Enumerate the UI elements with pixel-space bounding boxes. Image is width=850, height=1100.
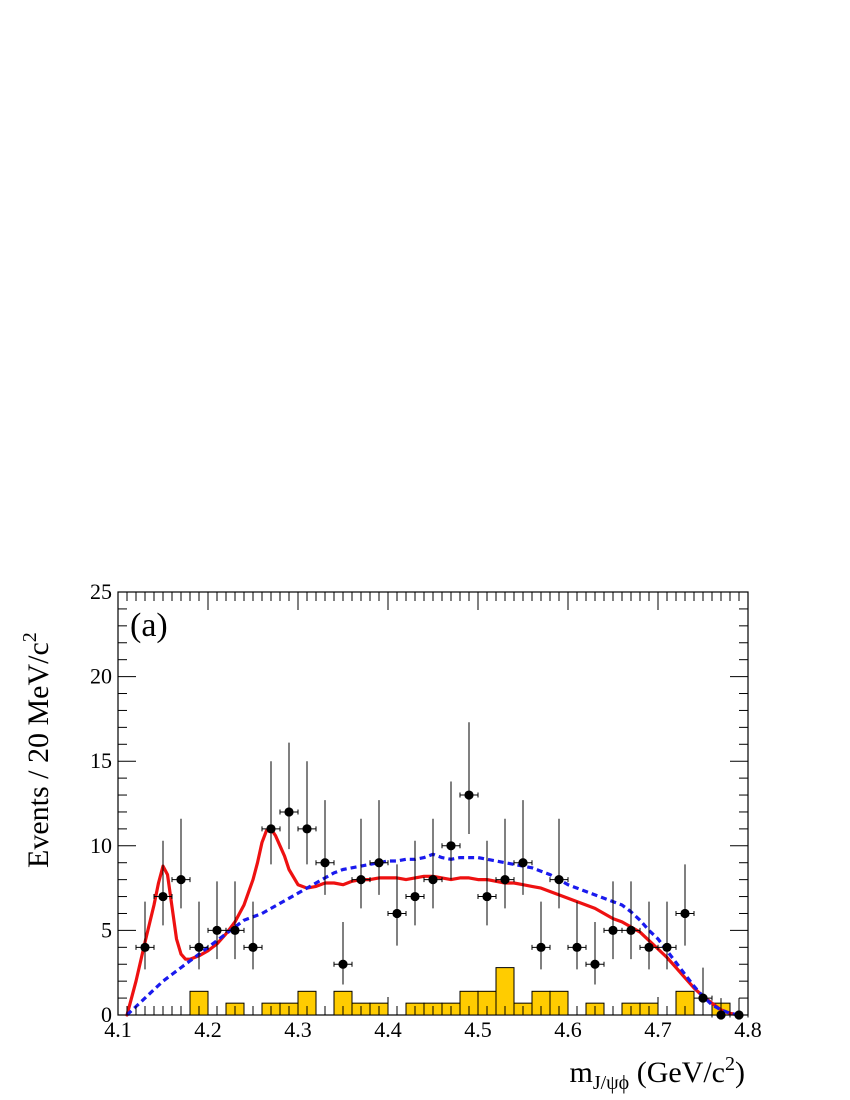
y-tick-label: 5 (101, 917, 112, 942)
data-points (135, 722, 749, 1020)
y-tick-labels: 0 5 10 15 20 25 (90, 579, 112, 1027)
data-point (230, 925, 240, 936)
data-point (518, 858, 528, 868)
data-point (572, 942, 582, 952)
data-point (176, 875, 186, 885)
x-tick-label: 4.4 (374, 1017, 402, 1042)
x-tick-labels: 4.1 4.2 4.3 4.4 4.5 4.6 4.7 4.8 (104, 1017, 762, 1042)
x-axis-title-sub: J/ψϕ (593, 1072, 629, 1094)
y-tick-label: 0 (101, 1002, 112, 1027)
x-tick-label: 4.1 (104, 1017, 132, 1042)
data-point (194, 942, 204, 952)
data-point (446, 841, 456, 851)
x-tick-label: 4.7 (644, 1017, 672, 1042)
data-point (554, 875, 564, 885)
data-point (284, 807, 294, 817)
data-point (644, 942, 654, 952)
data-point (500, 875, 510, 885)
data-point (482, 891, 492, 902)
data-point (428, 875, 438, 885)
data-point (662, 942, 672, 952)
x-axis-title-unit-sup: 2 (725, 1053, 735, 1075)
x-tick-label: 4.8 (734, 1017, 762, 1042)
y-axis-title-main: Events / 20 MeV/c (22, 642, 55, 868)
data-point (356, 875, 366, 885)
y-tick-label: 25 (90, 579, 112, 604)
data-point (410, 891, 420, 902)
y-axis-title: Events / 20 MeV/c2 (19, 632, 55, 868)
x-axis-title: mJ/ψϕ (GeV/c2) (569, 1053, 745, 1094)
data-point (680, 908, 690, 919)
y-axis-title-sup: 2 (19, 632, 41, 642)
data-point (392, 908, 402, 919)
data-point (590, 959, 600, 969)
x-tick-label: 4.6 (554, 1017, 582, 1042)
data-point (536, 942, 546, 952)
data-point (374, 858, 384, 868)
data-point (140, 942, 150, 952)
x-tick-label: 4.5 (464, 1017, 492, 1042)
y-tick-label: 10 (90, 833, 112, 858)
y-tick-label: 20 (90, 664, 112, 689)
x-axis-title-unit-close: ) (735, 1056, 745, 1089)
data-point (212, 925, 222, 936)
data-point (338, 959, 348, 969)
plot-frame (117, 591, 749, 1016)
x-axis-title-main: m (569, 1056, 592, 1089)
data-point (698, 993, 708, 1003)
data-point (464, 790, 474, 800)
data-point (302, 824, 312, 834)
data-point (248, 942, 258, 952)
data-point (608, 925, 618, 936)
data-point (320, 858, 330, 868)
data-point (626, 925, 636, 936)
x-axis-title-unit: (GeV/c (629, 1056, 725, 1089)
panel-label: (a) (130, 607, 168, 644)
x-tick-label: 4.3 (284, 1017, 312, 1042)
y-tick-label: 15 (90, 748, 112, 773)
data-point (158, 891, 168, 902)
data-point (266, 824, 276, 834)
x-tick-label: 4.2 (194, 1017, 222, 1042)
axis-ticks (117, 591, 749, 1016)
